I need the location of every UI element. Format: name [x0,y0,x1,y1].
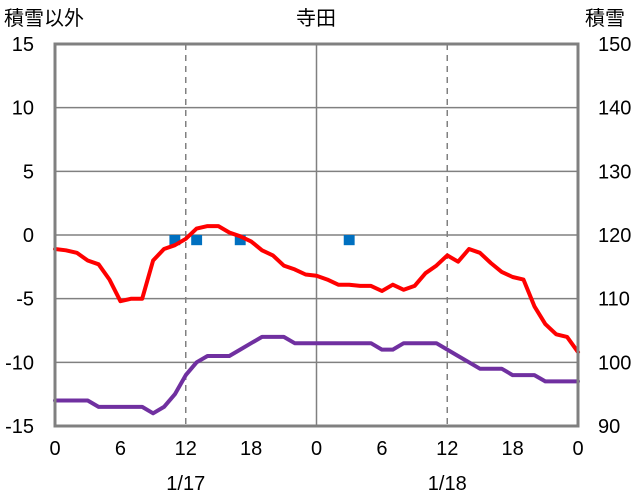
x-axis-ticks: 0612180612180612180 [49,438,583,460]
precip-bar [234,235,246,246]
x-tick-label: 12 [436,438,458,460]
right-tick-label: 120 [598,225,631,247]
left-tick-label: 0 [23,225,34,247]
left-tick-label: 5 [23,161,34,183]
x-tick-label: 6 [376,438,387,460]
series-line-2 [53,334,580,416]
right-axis-label: 積雪 [585,7,625,30]
right-tick-label: 100 [598,352,631,374]
right-tick-label: 140 [598,98,631,120]
series-layer [53,224,580,416]
x-tick-label: 18 [502,438,524,460]
x-tick-label: 0 [572,438,583,460]
right-axis-ticks: 150 140 130 120 110 100 90 [598,34,631,438]
x-tick-label: 0 [49,438,60,460]
left-tick-label: -5 [16,289,34,311]
x-tick-label: 6 [115,438,126,460]
plot-frame [53,42,580,428]
right-tick-label: 110 [598,289,630,311]
right-tick-label: 90 [598,416,620,438]
left-axis-label: 積雪以外 [4,7,84,30]
left-tick-label: -15 [5,416,34,438]
left-tick-label: 15 [12,34,34,56]
date-label: 1/18 [428,473,467,495]
series-line-1 [53,224,580,355]
precip-bar [191,235,203,246]
precip-bar [169,235,181,246]
left-tick-label: 10 [12,98,34,120]
right-tick-label: 150 [598,34,631,56]
right-tick-label: 130 [598,161,631,183]
x-tick-label: 12 [175,438,197,460]
date-label: 1/17 [166,473,205,495]
chart-title: 寺田 [296,7,336,30]
date-labels: 1/171/181/19 [166,473,467,495]
bar-layer [169,235,355,246]
left-tick-label: -10 [5,352,34,374]
left-axis-ticks: 15 10 5 0 -5 -10 -15 [5,34,34,438]
precip-bar [343,235,355,246]
x-tick-label: 18 [240,438,262,460]
x-tick-label: 0 [311,438,322,460]
